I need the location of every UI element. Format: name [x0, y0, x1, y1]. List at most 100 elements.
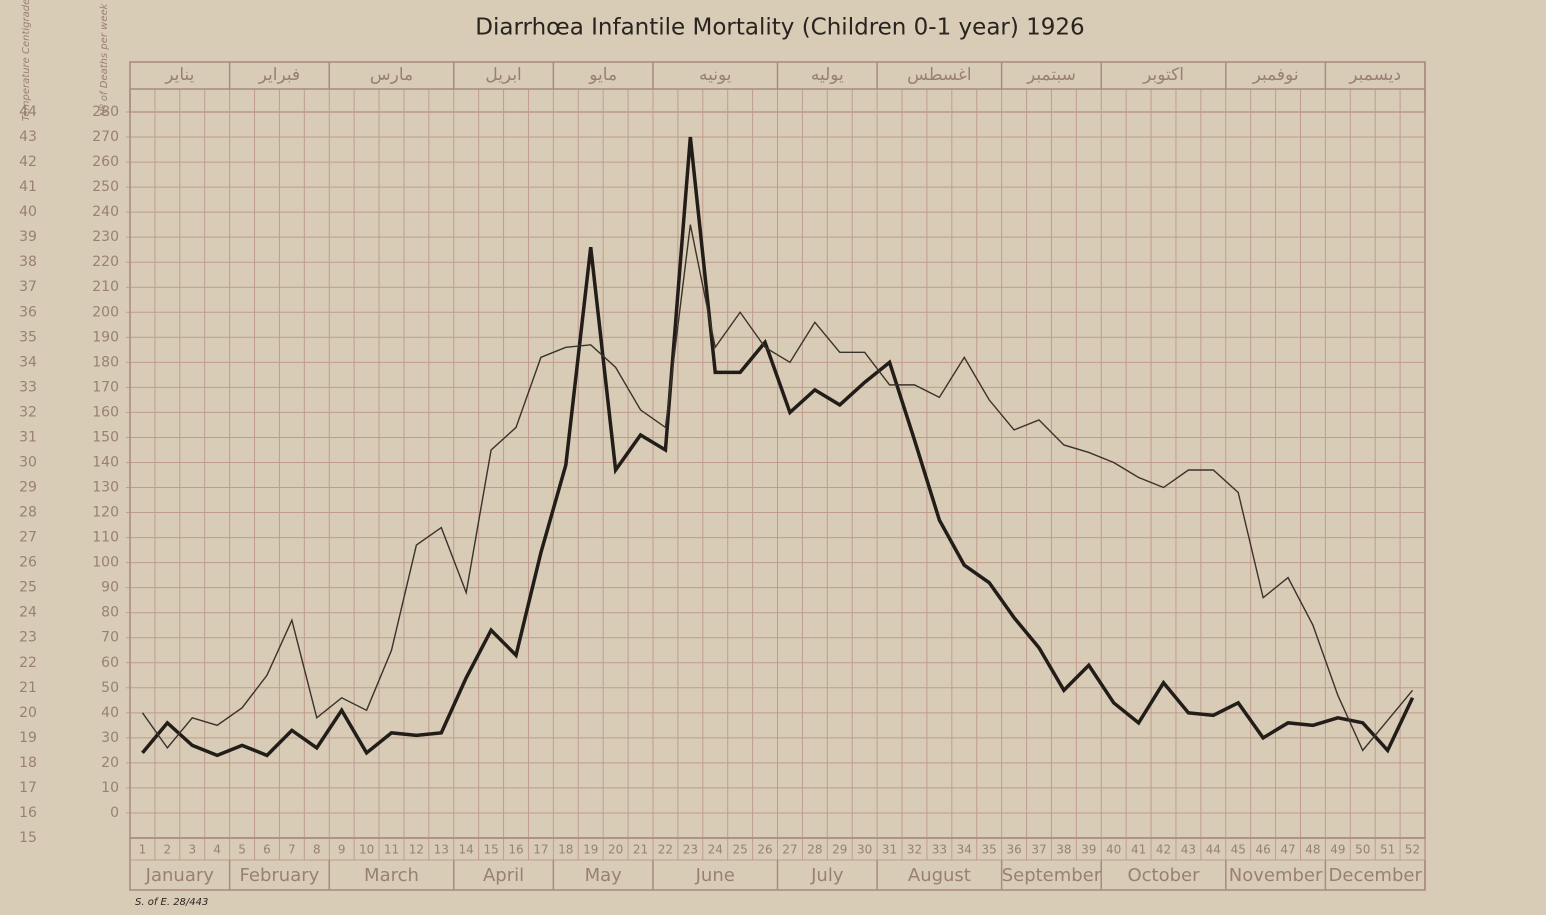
x-tick-label: 16: [508, 843, 523, 857]
x-tick-label: 31: [882, 843, 897, 857]
y-tick-label: 20: [101, 755, 119, 771]
y-tick-label: 40: [101, 705, 119, 721]
y2-tick-label: 18: [19, 755, 37, 771]
x-tick-label: 35: [982, 843, 997, 857]
data-line: [141, 224, 1414, 752]
y-tick-label: 100: [92, 555, 119, 571]
x-tick-label: 46: [1255, 843, 1270, 857]
y-tick-label: 140: [92, 454, 119, 470]
y-tick-label: 190: [92, 329, 119, 345]
x-tick-label: 26: [757, 843, 772, 857]
x-tick-label: 17: [533, 843, 548, 857]
x-tick-label: 32: [907, 843, 922, 857]
y-tick-label: 110: [92, 530, 119, 546]
x-tick-label: 47: [1280, 843, 1295, 857]
y2-tick-label: 33: [19, 379, 37, 395]
plot-frame: [129, 88, 1426, 839]
y2-tick-label: 24: [19, 605, 37, 621]
y2-tick-label: 17: [19, 780, 37, 796]
arabic-month-label: اكتوبر: [1142, 65, 1184, 85]
y-tick-label: 220: [92, 254, 119, 270]
x-tick-label: 18: [558, 843, 573, 857]
arabic-month-label: فبراير: [258, 65, 300, 85]
y-tick-label: 250: [92, 179, 119, 195]
arabic-month-label: مارس: [370, 65, 413, 85]
y2-tick-label: 21: [19, 680, 37, 696]
y-tick-label: 230: [92, 229, 119, 245]
x-tick-label: 30: [857, 843, 872, 857]
data-line: [141, 136, 1415, 758]
x-tick-label: 11: [384, 843, 399, 857]
x-tick-label: 22: [658, 843, 673, 857]
y-tick-label: 160: [92, 404, 119, 420]
x-tick-label: 19: [583, 843, 598, 857]
y2-tick-label: 44: [19, 104, 37, 120]
x-tick-label: 4: [213, 843, 221, 857]
x-tick-label: 33: [932, 843, 947, 857]
y2-tick-label: 35: [19, 329, 37, 345]
x-tick-label: 3: [188, 843, 196, 857]
x-tick-label: 29: [832, 843, 847, 857]
y-axis-label: Nº of Deaths per week: [99, 2, 110, 116]
x-tick-label: 39: [1081, 843, 1096, 857]
x-tick-label: 42: [1156, 843, 1171, 857]
x-tick-label: 43: [1181, 843, 1196, 857]
y-tick-label: 240: [92, 204, 119, 220]
footer: S. of E. 28/443: [135, 897, 208, 908]
x-tick-label: 45: [1231, 843, 1246, 857]
arabic-month-label: يناير: [164, 65, 194, 85]
x-tick-label: 41: [1131, 843, 1146, 857]
month-label: November: [1229, 865, 1323, 886]
x-tick-label: 51: [1380, 843, 1395, 857]
x-tick-label: 40: [1106, 843, 1121, 857]
x-tick-label: 15: [483, 843, 498, 857]
y-tick-label: 90: [101, 580, 119, 596]
x-tick-label: 21: [633, 843, 648, 857]
x-tick-label: 13: [434, 843, 449, 857]
y2-tick-label: 19: [19, 730, 37, 746]
x-tick-label: 5: [238, 843, 246, 857]
arabic-month-label: يونيه: [699, 65, 732, 85]
y-tick-label: 60: [101, 655, 119, 671]
month-label: December: [1329, 865, 1423, 886]
month-label: July: [810, 865, 844, 886]
x-tick-label: 20: [608, 843, 623, 857]
y2-tick-label: 39: [19, 229, 37, 245]
y-tick-label: 70: [101, 630, 119, 646]
y2-tick-label: 28: [19, 505, 37, 521]
month-label: September: [1002, 865, 1102, 886]
x-tick-label: 10: [359, 843, 374, 857]
arabic-month-label: سبتمبر: [1026, 65, 1076, 85]
x-tick-label: 6: [263, 843, 271, 857]
y-tick-label: 80: [101, 605, 119, 621]
y2-tick-label: 31: [19, 429, 37, 445]
y2-tick-label: 23: [19, 630, 37, 646]
y2-tick-label: 26: [19, 555, 37, 571]
x-tick-label: 8: [313, 843, 321, 857]
x-tick-label: 23: [683, 843, 698, 857]
y-tick-label: 260: [92, 154, 119, 170]
x-tick-label: 12: [409, 843, 424, 857]
y2-tick-label: 41: [19, 179, 37, 195]
x-tick-label: 49: [1330, 843, 1345, 857]
y2-tick-label: 16: [19, 805, 37, 821]
arabic-month-label: نوفمبر: [1252, 65, 1299, 85]
y-tick-label: 0: [110, 805, 119, 821]
y2-tick-label: 36: [19, 304, 37, 320]
x-tick-label: 2: [164, 843, 172, 857]
y2-tick-label: 34: [19, 354, 37, 370]
arabic-month-label: مايو: [588, 65, 617, 85]
y2-tick-label: 15: [19, 830, 37, 846]
x-tick-label: 38: [1056, 843, 1071, 857]
y-tick-label: 10: [101, 780, 119, 796]
month-label: January: [145, 865, 215, 886]
y-tick-label: 200: [92, 304, 119, 320]
x-tick-label: 24: [708, 843, 723, 857]
month-label: August: [908, 865, 971, 886]
x-tick-label: 28: [807, 843, 822, 857]
x-tick-label: 34: [957, 843, 972, 857]
month-label: June: [695, 865, 735, 886]
chart-title: Diarrhœa Infantile Mortality (Children 0…: [475, 15, 1084, 41]
arabic-month-label: ابريل: [485, 65, 521, 85]
